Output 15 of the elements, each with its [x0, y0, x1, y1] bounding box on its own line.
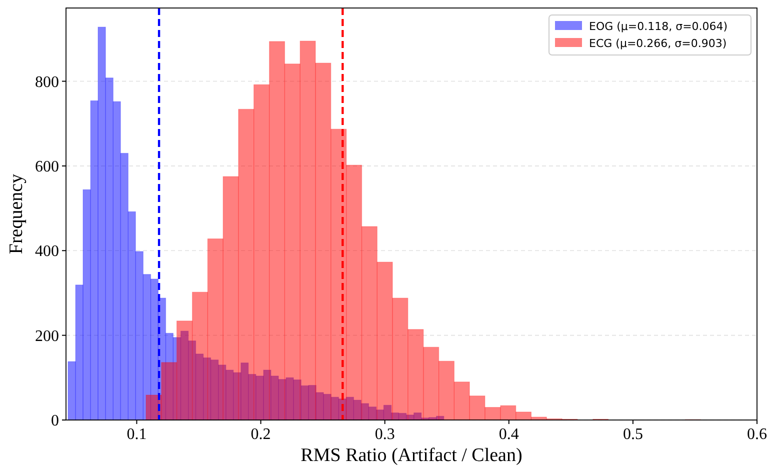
x-tick-label: 0.1	[126, 426, 147, 443]
x-axis-title: RMS Ratio (Artifact / Clean)	[300, 445, 522, 466]
y-tick-label: 400	[35, 243, 59, 260]
y-tick-label: 200	[35, 328, 59, 345]
y-axis-title: Frequency	[6, 173, 27, 254]
x-tick-label: 0.2	[250, 426, 271, 443]
x-tick-label: 0.3	[374, 426, 395, 443]
legend-label: EOG (μ=0.118, σ=0.064)	[589, 20, 728, 33]
x-tick-label: 0.5	[622, 426, 643, 443]
x-tick-label: 0.4	[498, 426, 519, 443]
y-tick-label: 0	[51, 412, 59, 430]
y-tick-label: 600	[35, 158, 59, 176]
legend-label: ECG (μ=0.266, σ=0.903)	[589, 36, 727, 50]
y-tick-label: 800	[35, 74, 59, 91]
x-tick-label: 0.6	[747, 426, 767, 443]
